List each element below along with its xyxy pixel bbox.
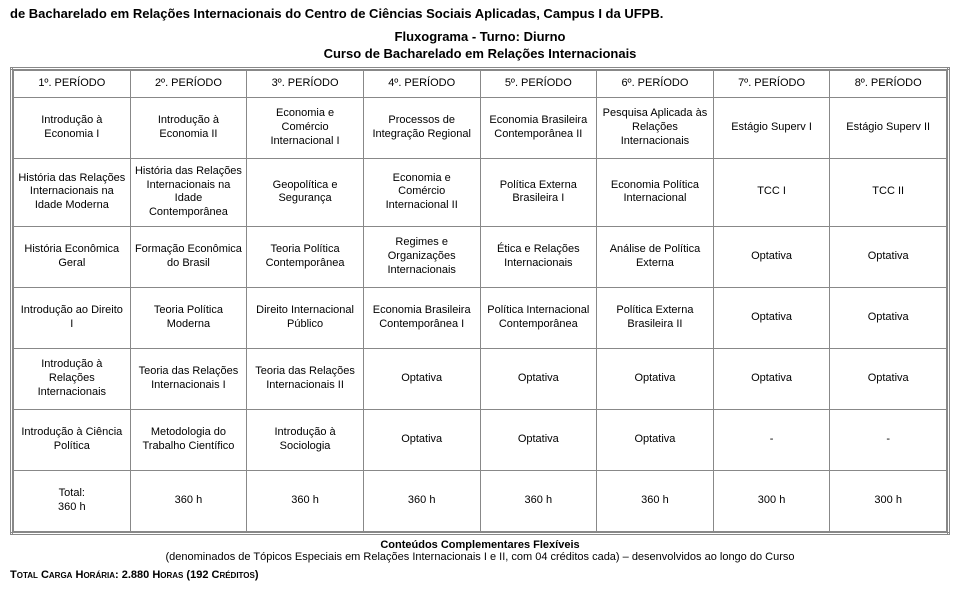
table-row: História das Relações Internacionais na … xyxy=(14,158,947,226)
footer-line2: (denominados de Tópicos Especiais em Rel… xyxy=(166,551,795,563)
course-cell: Economia e Comércio Internacional II xyxy=(363,158,480,226)
course-cell: Optativa xyxy=(597,409,714,470)
course-cell: Política Externa Brasileira I xyxy=(480,158,597,226)
course-cell: Optativa xyxy=(363,409,480,470)
course-cell: História das Relações Internacionais na … xyxy=(130,158,247,226)
totals-cell: 360 h xyxy=(247,470,364,531)
table-row: Introdução à Economia I Introdução à Eco… xyxy=(14,97,947,158)
curriculum-outer-table: 1º. PERÍODO 2º. PERÍODO 3º. PERÍODO 4º. … xyxy=(10,67,950,535)
course-cell: Optativa xyxy=(830,348,947,409)
course-cell: - xyxy=(713,409,830,470)
course-cell: Economia e Comércio Internacional I xyxy=(247,97,364,158)
course-cell: Estágio Superv II xyxy=(830,97,947,158)
course-cell: Optativa xyxy=(713,348,830,409)
period-header: 7º. PERÍODO xyxy=(713,70,830,97)
table-row: Introdução à Relações Internacionais Teo… xyxy=(14,348,947,409)
totals-cell: 360 h xyxy=(480,470,597,531)
course-cell: Metodologia do Trabalho Científico xyxy=(130,409,247,470)
course-cell: Regimes e Organizações Internacionais xyxy=(363,226,480,287)
footer-line1: Conteúdos Complementares Flexíveis xyxy=(380,539,579,551)
course-cell: Política Internacional Contemporânea xyxy=(480,287,597,348)
course-cell: Optativa xyxy=(830,287,947,348)
totals-cell: 300 h xyxy=(830,470,947,531)
period-header-row: 1º. PERÍODO 2º. PERÍODO 3º. PERÍODO 4º. … xyxy=(14,70,947,97)
table-row: Introdução ao Direito I Teoria Política … xyxy=(14,287,947,348)
course-cell: Introdução à Economia I xyxy=(14,97,131,158)
period-header: 1º. PERÍODO xyxy=(14,70,131,97)
totals-first-value: 360 h xyxy=(58,501,86,513)
course-cell: Optativa xyxy=(363,348,480,409)
period-header: 2º. PERÍODO xyxy=(130,70,247,97)
course-cell: Optativa xyxy=(830,226,947,287)
course-cell: História Econômica Geral xyxy=(14,226,131,287)
course-cell: Teoria das Relações Internacionais II xyxy=(247,348,364,409)
course-cell: Estágio Superv I xyxy=(713,97,830,158)
course-cell: Teoria das Relações Internacionais I xyxy=(130,348,247,409)
period-header: 4º. PERÍODO xyxy=(363,70,480,97)
course-cell: TCC II xyxy=(830,158,947,226)
total-carga-horaria: Total Carga Horária: 2.880 Horas (192 Cr… xyxy=(10,569,950,581)
course-cell: Formação Econômica do Brasil xyxy=(130,226,247,287)
period-header: 6º. PERÍODO xyxy=(597,70,714,97)
totals-cell: 300 h xyxy=(713,470,830,531)
flux-line2: Curso de Bacharelado em Relações Interna… xyxy=(324,46,637,61)
totals-label-cell: Total: 360 h xyxy=(14,470,131,531)
course-cell: Optativa xyxy=(597,348,714,409)
period-header: 3º. PERÍODO xyxy=(247,70,364,97)
course-cell: Pesquisa Aplicada às Relações Internacio… xyxy=(597,97,714,158)
course-cell: - xyxy=(830,409,947,470)
course-cell: Direito Internacional Público xyxy=(247,287,364,348)
course-cell: Teoria Política Contemporânea xyxy=(247,226,364,287)
table-row: Introdução à Ciência Política Metodologi… xyxy=(14,409,947,470)
table-row: História Econômica Geral Formação Econôm… xyxy=(14,226,947,287)
course-cell: Optativa xyxy=(713,226,830,287)
course-cell: Optativa xyxy=(480,409,597,470)
course-cell: Introdução à Sociologia xyxy=(247,409,364,470)
period-header: 8º. PERÍODO xyxy=(830,70,947,97)
totals-row: Total: 360 h 360 h 360 h 360 h 360 h 360… xyxy=(14,470,947,531)
course-cell: Processos de Integração Regional xyxy=(363,97,480,158)
course-cell: Optativa xyxy=(480,348,597,409)
footer-note: Conteúdos Complementares Flexíveis (deno… xyxy=(10,539,950,563)
flux-line1: Fluxograma - Turno: Diurno xyxy=(395,29,566,44)
course-cell: Introdução ao Direito I xyxy=(14,287,131,348)
course-cell: Política Externa Brasileira II xyxy=(597,287,714,348)
totals-label: Total: xyxy=(59,487,85,499)
totals-cell: 360 h xyxy=(597,470,714,531)
total-carga-value: 2.880 Horas (192 Créditos) xyxy=(122,569,259,581)
course-cell: Geopolítica e Segurança xyxy=(247,158,364,226)
totals-cell: 360 h xyxy=(130,470,247,531)
course-cell: Introdução à Economia II xyxy=(130,97,247,158)
flux-title: Fluxograma - Turno: Diurno Curso de Bach… xyxy=(10,29,950,63)
course-cell: Introdução à Relações Internacionais xyxy=(14,348,131,409)
course-cell: TCC I xyxy=(713,158,830,226)
course-cell: Teoria Política Moderna xyxy=(130,287,247,348)
course-cell: Ética e Relações Internacionais xyxy=(480,226,597,287)
course-cell: História das Relações Internacionais na … xyxy=(14,158,131,226)
course-cell: Economia Política Internacional xyxy=(597,158,714,226)
period-header: 5º. PERÍODO xyxy=(480,70,597,97)
total-carga-label: Total Carga Horária: xyxy=(10,569,119,581)
curriculum-table: 1º. PERÍODO 2º. PERÍODO 3º. PERÍODO 4º. … xyxy=(13,70,947,532)
course-cell: Economia Brasileira Contemporânea II xyxy=(480,97,597,158)
course-cell: Introdução à Ciência Política xyxy=(14,409,131,470)
course-cell: Optativa xyxy=(713,287,830,348)
totals-cell: 360 h xyxy=(363,470,480,531)
page-top-title: de Bacharelado em Relações Internacionai… xyxy=(10,6,950,21)
course-cell: Análise de Política Externa xyxy=(597,226,714,287)
course-cell: Economia Brasileira Contemporânea I xyxy=(363,287,480,348)
